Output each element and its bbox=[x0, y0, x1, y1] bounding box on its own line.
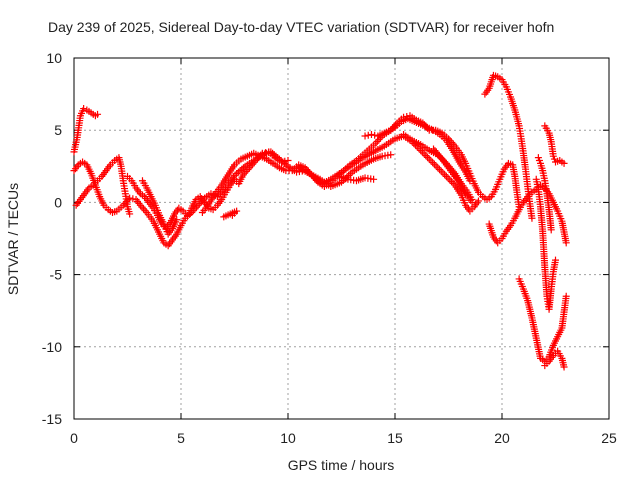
y-tick-label: -15 bbox=[42, 411, 62, 427]
arc-2-trail-point bbox=[420, 150, 428, 158]
arc-13-point bbox=[528, 214, 536, 222]
axis-ticks bbox=[73, 57, 610, 420]
arc-2-trail-point bbox=[447, 178, 455, 186]
y-tick-label: 5 bbox=[54, 122, 62, 138]
arc-2-trail-point bbox=[141, 207, 149, 215]
arc-2-trail-point bbox=[239, 164, 247, 172]
x-axis-label: GPS time / hours bbox=[288, 457, 395, 473]
arc-2-trail-point bbox=[418, 148, 426, 156]
y-axis-tick-labels: -15 -10 -5 0 5 10 bbox=[42, 50, 62, 427]
arc-8-point bbox=[387, 151, 395, 159]
arc-2-trail-point bbox=[446, 176, 454, 184]
arc-10-trail-point bbox=[364, 131, 372, 139]
arc-17-point bbox=[547, 226, 555, 234]
arc-2-trail-point bbox=[432, 162, 440, 170]
arc-10-trail-point bbox=[403, 112, 411, 120]
arc-7-point bbox=[228, 211, 236, 219]
arc-2-trail-point bbox=[424, 153, 432, 161]
arc-2-trail-point bbox=[129, 195, 137, 203]
y-tick-label: -10 bbox=[42, 339, 62, 355]
data-points bbox=[70, 71, 570, 371]
chart-title: Day 239 of 2025, Sidereal Day-to-day VTE… bbox=[48, 19, 554, 35]
arc-2-trail-point bbox=[422, 152, 430, 160]
arc-2-trail-point bbox=[449, 179, 457, 187]
y-tick-label: 0 bbox=[54, 194, 62, 210]
arc-2-point bbox=[434, 164, 442, 172]
arc-18-point bbox=[560, 159, 568, 167]
arc-2-point bbox=[474, 197, 482, 205]
x-tick-label: 0 bbox=[70, 430, 78, 446]
arc-1-point bbox=[80, 105, 88, 113]
arc-5-point bbox=[173, 216, 181, 224]
arc-12-trail-point bbox=[437, 153, 445, 161]
x-axis-tick-labels: 0 5 10 15 20 25 bbox=[70, 430, 617, 446]
y-axis-label: SDTVAR / TECUs bbox=[5, 183, 21, 295]
arc-10-point bbox=[400, 113, 408, 121]
x-tick-label: 25 bbox=[601, 430, 617, 446]
arc-2-trail-point bbox=[437, 167, 445, 175]
arc-10-point bbox=[361, 132, 369, 140]
arc-2-trail-point bbox=[429, 159, 437, 167]
arc-16-point bbox=[552, 256, 559, 264]
arc-14-point bbox=[562, 239, 570, 247]
arc-10-point bbox=[367, 131, 375, 139]
arc-2-trail-point bbox=[444, 174, 452, 182]
arc-2-point bbox=[425, 155, 433, 163]
plot-frame bbox=[73, 57, 610, 420]
arc-2-point bbox=[126, 194, 134, 202]
arc-2-trail-point bbox=[430, 160, 438, 168]
arc-2-trail-point bbox=[439, 169, 447, 177]
arc-1-point bbox=[94, 110, 102, 118]
arc-9-point bbox=[370, 175, 378, 183]
arc-2-trail-point bbox=[436, 165, 444, 173]
arc-15-point bbox=[562, 292, 570, 300]
x-tick-label: 20 bbox=[494, 430, 510, 446]
arc-4-point bbox=[278, 158, 286, 166]
chart-grid bbox=[74, 58, 609, 419]
arc-2-point bbox=[442, 172, 450, 180]
arc-2-trail-point bbox=[441, 171, 449, 179]
arc-19-point bbox=[560, 363, 568, 371]
y-tick-label: 10 bbox=[46, 50, 62, 66]
arc-2-trail-point bbox=[140, 205, 148, 213]
arc-2-trail-point bbox=[427, 157, 435, 165]
x-tick-label: 10 bbox=[280, 430, 296, 446]
arc-3-point bbox=[126, 210, 134, 218]
x-tick-label: 5 bbox=[177, 430, 185, 446]
y-tick-label: -5 bbox=[50, 267, 63, 283]
x-tick-label: 15 bbox=[387, 430, 403, 446]
arc-12-point bbox=[468, 198, 476, 206]
arc-4-trail-point bbox=[281, 157, 289, 165]
arc-4-trail-point bbox=[262, 149, 270, 157]
arc-4-point bbox=[284, 157, 292, 165]
arc-6-trail-point bbox=[375, 136, 383, 144]
